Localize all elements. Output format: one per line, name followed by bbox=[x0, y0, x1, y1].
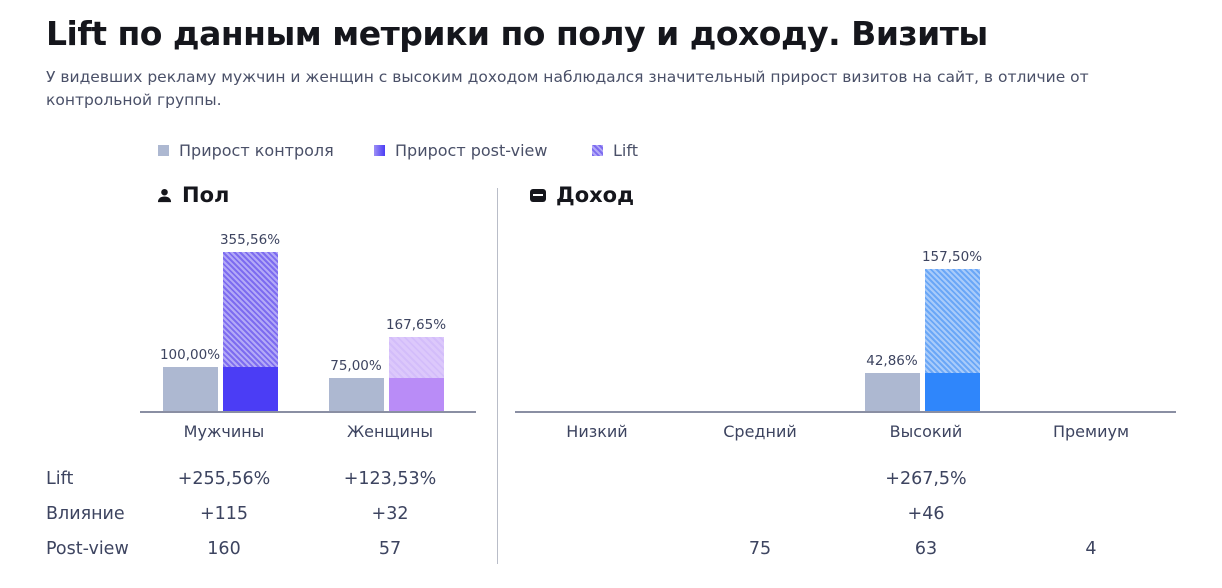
table-cell-impact: +32 bbox=[371, 504, 409, 524]
legend-item-control: Прирост контроля bbox=[158, 141, 334, 160]
table-cell-impact: +115 bbox=[199, 504, 249, 524]
income-plot: 42,86% 157,50% bbox=[515, 200, 1176, 412]
legend-label: Прирост контроля bbox=[179, 141, 334, 160]
section-income-header: Доход bbox=[530, 183, 634, 207]
section-title: Пол bbox=[182, 183, 230, 207]
wallet-icon bbox=[530, 188, 546, 202]
table-cell-lift: +255,56% bbox=[177, 469, 271, 489]
page-subtitle: У видевших рекламу мужчин и женщин с выс… bbox=[46, 68, 1089, 109]
legend-swatch bbox=[374, 145, 385, 156]
legend-label: Прирост post-view bbox=[395, 141, 548, 160]
bar-postview bbox=[925, 373, 980, 412]
table-cell-postview: 160 bbox=[207, 539, 241, 559]
legend-item-lift: Lift bbox=[592, 141, 638, 160]
bar-control bbox=[865, 373, 920, 412]
row-label-postview: Post-view bbox=[46, 539, 129, 559]
data-label-control: 100,00% bbox=[159, 347, 221, 363]
row-label-impact: Влияние bbox=[46, 504, 125, 524]
gender-plot: 100,00% 355,56% 75,00% 167,65% bbox=[140, 200, 476, 412]
category-label: Мужчины bbox=[183, 422, 265, 441]
bar-postview bbox=[389, 378, 444, 412]
gender-baseline bbox=[140, 411, 476, 413]
category-label: Высокий bbox=[889, 422, 963, 441]
legend-swatch bbox=[592, 145, 603, 156]
data-label-postview: 167,65% bbox=[385, 316, 447, 333]
bar-control bbox=[163, 367, 218, 412]
section-gender-header: Пол bbox=[157, 183, 229, 207]
category-label: Средний bbox=[723, 422, 797, 441]
bar-control bbox=[329, 378, 384, 412]
income-baseline bbox=[515, 411, 1176, 413]
legend-swatch bbox=[158, 145, 169, 156]
page-title: Lift по данным метрики по полу и доходу.… bbox=[46, 14, 988, 53]
table-cell-lift: +267,5% bbox=[885, 469, 967, 489]
person-icon bbox=[157, 188, 172, 202]
data-label-postview: 157,50% bbox=[921, 249, 983, 265]
table-cell-lift: +123,53% bbox=[343, 469, 437, 489]
table-cell-postview: 63 bbox=[914, 539, 938, 559]
table-cell-postview: 75 bbox=[748, 539, 772, 559]
category-label: Премиум bbox=[1052, 422, 1130, 441]
table-cell-postview: 4 bbox=[1085, 539, 1097, 559]
data-label-control: 75,00% bbox=[330, 358, 382, 375]
category-label: Женщины bbox=[346, 422, 434, 441]
bar-postview bbox=[223, 367, 278, 412]
table-cell-postview: 57 bbox=[378, 539, 402, 559]
row-label-lift: Lift bbox=[46, 469, 74, 489]
legend-item-postview: Прирост post-view bbox=[374, 141, 547, 160]
section-divider bbox=[497, 188, 498, 564]
category-label: Низкий bbox=[566, 422, 628, 441]
section-title: Доход bbox=[556, 183, 635, 207]
data-label-control: 42,86% bbox=[866, 353, 918, 370]
data-label-postview: 355,56% bbox=[219, 232, 281, 248]
legend-label: Lift bbox=[613, 141, 638, 160]
table-cell-impact: +46 bbox=[907, 504, 945, 524]
